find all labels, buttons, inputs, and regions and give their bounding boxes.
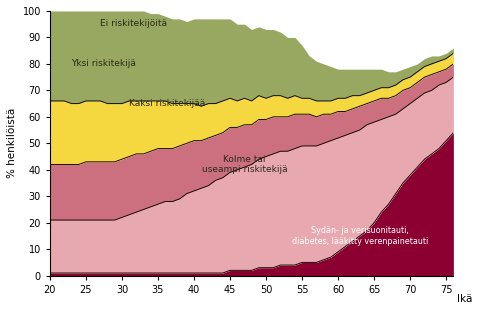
Y-axis label: % henkilöistä: % henkilöistä: [7, 108, 17, 178]
Text: Kolme tai
useampi riskitekijä: Kolme tai useampi riskitekijä: [202, 155, 287, 174]
Text: Ei riskitekijöitä: Ei riskitekijöitä: [100, 19, 167, 28]
Text: Sydän- ja verisuonitauti,
diabetes, lääkitty verenpainetauti: Sydän- ja verisuonitauti, diabetes, lääk…: [292, 226, 428, 246]
Text: Yksi riskitekijä: Yksi riskitekijä: [71, 59, 137, 68]
Text: Ikä: Ikä: [457, 294, 472, 304]
Text: Kaksi riskitekijää: Kaksi riskitekijää: [129, 99, 205, 108]
